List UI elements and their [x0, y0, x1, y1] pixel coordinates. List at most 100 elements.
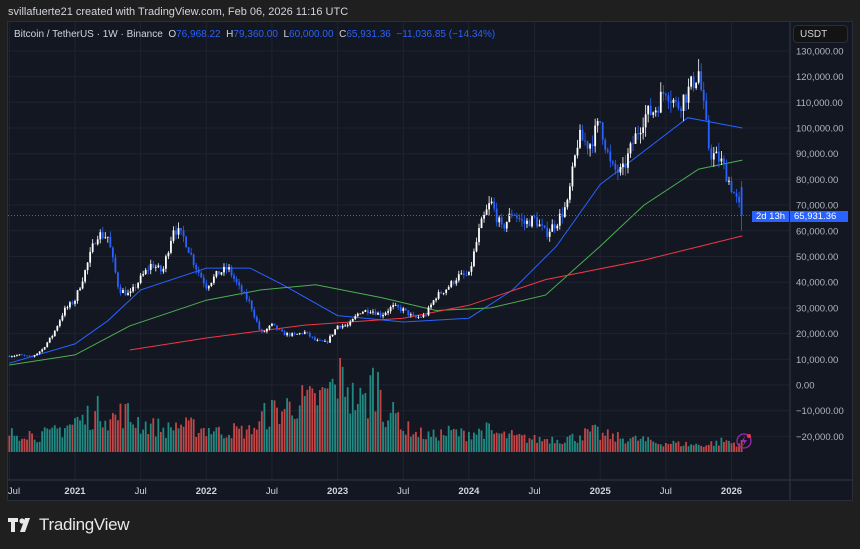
volume-bar: [576, 442, 579, 452]
volume-bar: [682, 445, 685, 452]
x-tick-label: 2025: [590, 486, 612, 497]
volume-bar: [10, 428, 13, 452]
candle-body: [298, 333, 301, 335]
volume-bar: [677, 441, 680, 452]
candle-body: [404, 308, 407, 311]
candle-body: [611, 161, 614, 164]
candle-body: [637, 133, 639, 135]
volume-bar: [614, 441, 617, 452]
candle-body: [344, 325, 347, 327]
x-tick-label: Jul: [528, 486, 540, 497]
volume-bar: [109, 419, 112, 452]
candle-body: [253, 309, 256, 317]
candle-body: [296, 333, 299, 335]
volume-bar: [495, 432, 498, 452]
volume-bars: [8, 357, 743, 452]
volume-bar: [639, 438, 642, 452]
volume-bar: [230, 438, 233, 452]
candle-body: [561, 213, 564, 217]
candle-body: [271, 323, 273, 326]
candle-body: [470, 266, 473, 272]
volume-bar: [675, 442, 677, 452]
volume-bar: [177, 428, 180, 452]
volume-bar: [220, 434, 223, 452]
candle-body: [490, 201, 493, 204]
volume-bar: [462, 430, 465, 452]
volume-bar: [283, 408, 286, 452]
volume-bar: [510, 430, 513, 452]
candle-body: [412, 314, 415, 316]
candle-body: [670, 101, 672, 103]
volume-bar: [281, 411, 283, 452]
volume-bar: [397, 412, 400, 452]
chart-panel[interactable]: [7, 21, 853, 501]
lightning-circle: [736, 433, 752, 449]
volume-bar: [167, 422, 170, 452]
candle-body: [104, 237, 107, 239]
volume-bar: [478, 428, 480, 452]
volume-bar: [452, 428, 455, 452]
candle-body: [571, 166, 574, 187]
candle-body: [510, 213, 513, 216]
candle-body: [493, 201, 496, 209]
volume-bar: [359, 387, 362, 452]
candle-body: [523, 220, 526, 224]
volume-bar: [253, 427, 256, 452]
volume-bar: [680, 446, 682, 452]
candle-body: [715, 151, 718, 154]
candle-body: [730, 180, 733, 192]
open-label: O: [168, 29, 177, 40]
candle-body: [137, 282, 140, 288]
candle-body: [361, 311, 364, 314]
candle-body: [334, 329, 336, 335]
candle-body: [538, 224, 541, 227]
candle-body: [132, 286, 134, 292]
candle-body: [147, 269, 150, 271]
candle-body: [536, 217, 538, 227]
volume-bar: [700, 445, 703, 452]
volume-bar: [715, 440, 718, 452]
volume-bar: [197, 432, 200, 452]
candle-body: [220, 272, 223, 275]
candle-body: [480, 218, 483, 229]
volume-bar: [712, 445, 715, 452]
candle-body: [185, 236, 187, 248]
volume-bar: [687, 446, 690, 452]
currency-button[interactable]: USDT: [793, 25, 848, 43]
volume-bar: [672, 440, 675, 452]
candle-body: [28, 355, 31, 357]
volume-bar: [288, 401, 291, 452]
candle-body: [207, 285, 210, 289]
volume-bar: [301, 385, 304, 452]
volume-bar: [117, 420, 119, 452]
candle-body: [43, 347, 46, 350]
volume-bar: [129, 421, 132, 452]
volume-bar: [260, 411, 263, 452]
candle-body: [86, 262, 89, 271]
volume-bar: [215, 427, 218, 452]
candle-body: [601, 122, 604, 140]
candle-body: [111, 247, 114, 258]
candle-body: [377, 312, 379, 315]
tradingview-logo[interactable]: TradingView: [8, 515, 130, 535]
y-tick-label: 120,000.00: [796, 72, 844, 83]
candle-body: [586, 141, 589, 149]
candle-body: [440, 292, 443, 294]
candle-body: [397, 305, 400, 308]
high-label: H: [226, 29, 234, 40]
candle-body: [738, 196, 740, 203]
volume-bar: [627, 441, 629, 452]
volume-bar: [207, 428, 210, 452]
volume-bar: [566, 436, 569, 452]
candle-body: [165, 256, 167, 269]
volume-bar: [218, 426, 220, 452]
candle-body: [685, 94, 687, 103]
volume-bar: [531, 439, 533, 452]
candle-body: [460, 273, 463, 275]
volume-bar: [165, 437, 167, 452]
candle-body: [505, 221, 508, 229]
volume-bar: [48, 429, 51, 452]
volume-bar: [250, 434, 253, 452]
candle-body: [462, 273, 465, 275]
